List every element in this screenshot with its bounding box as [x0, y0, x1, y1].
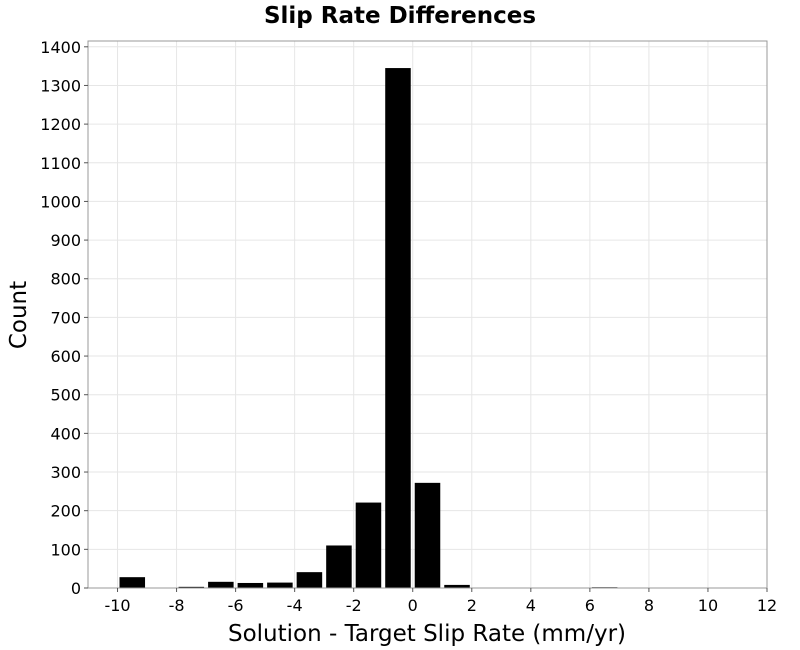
y-tick-label: 600 — [50, 347, 81, 366]
y-tick-label: 400 — [50, 424, 81, 443]
y-tick-label: 0 — [71, 579, 81, 598]
y-tick-label: 1100 — [40, 154, 81, 173]
histogram-bar — [178, 586, 205, 588]
y-tick-label: 1400 — [40, 38, 81, 57]
y-tick-label: 300 — [50, 463, 81, 482]
x-tick-label: -2 — [346, 596, 362, 615]
y-tick-label: 1300 — [40, 76, 81, 95]
x-tick-label: 2 — [467, 596, 477, 615]
histogram-bar — [267, 582, 293, 588]
y-tick-label: 200 — [50, 502, 81, 521]
x-tick-label: 6 — [585, 596, 595, 615]
y-tick-label: 500 — [50, 386, 81, 405]
y-axis-ticks: 0 100 200 300 400 500 600 700 800 900 1000 1100 1200… — [40, 38, 88, 598]
histogram-bar — [119, 577, 146, 588]
y-tick-label: 800 — [50, 270, 81, 289]
x-tick-label: -6 — [228, 596, 244, 615]
histogram-bar — [444, 584, 470, 588]
histogram-bar — [355, 502, 382, 588]
x-axis-label: Solution - Target Slip Rate (mm/yr) — [228, 621, 626, 647]
y-tick-label: 700 — [50, 308, 81, 327]
histogram-bar — [237, 582, 264, 588]
y-tick-label: 1000 — [40, 192, 81, 211]
histogram-bar — [326, 545, 352, 588]
x-tick-label: 4 — [526, 596, 536, 615]
y-tick-label: 1200 — [40, 115, 81, 134]
plot-area-frame — [87, 40, 768, 589]
x-tick-label: -8 — [169, 596, 185, 615]
histogram-bar — [208, 581, 234, 588]
x-tick-label: 10 — [698, 596, 718, 615]
histogram-bar — [385, 68, 411, 589]
x-axis-ticks: -10 -8 -6 -4 -2 0 2 4 6 8 10 12 — [104, 588, 777, 615]
y-tick-label: 900 — [50, 231, 81, 250]
histogram-bar — [296, 572, 323, 588]
x-tick-label: 8 — [644, 596, 654, 615]
x-tick-label: 0 — [408, 596, 418, 615]
x-tick-label: 12 — [757, 596, 777, 615]
bars — [119, 68, 618, 589]
y-tick-label: 100 — [50, 540, 81, 559]
x-tick-label: -4 — [287, 596, 303, 615]
histogram-bar — [414, 482, 441, 588]
y-axis-label: Count — [6, 281, 32, 349]
x-tick-label: -10 — [104, 596, 130, 615]
chart-title: Slip Rate Differences — [264, 3, 536, 29]
